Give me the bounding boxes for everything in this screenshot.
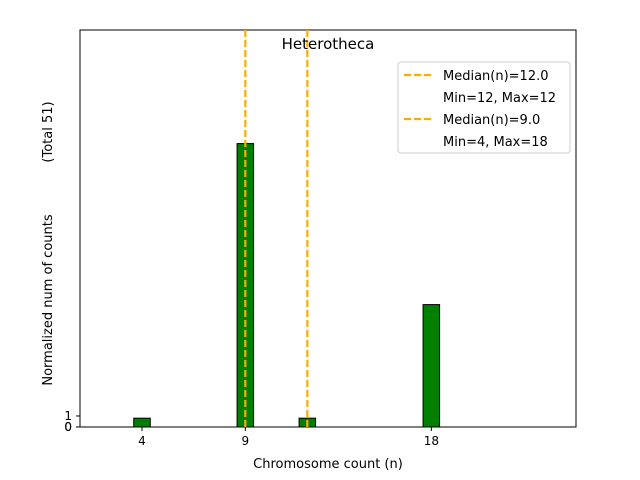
y-tick-label-1: 0 [64, 420, 72, 434]
legend: Median(n)=12.0 Min=12, Max=12 Median(n)=… [397, 61, 571, 154]
legend-median-label-1: Median(n)=12.0 [443, 69, 549, 84]
x-ticks-group: 4 9 18 [138, 427, 439, 448]
x-tick-label-4: 4 [138, 434, 146, 448]
x-axis-label: Chromosome count (n) [253, 457, 403, 472]
legend-range-label-2: Min=4, Max=18 [443, 135, 548, 150]
y-ticks-group: 001 [64, 409, 80, 434]
plot-area: 4 9 18 001 [64, 29, 577, 448]
y-tick-label-2: 1 [64, 409, 72, 423]
bar-n-18 [422, 304, 441, 428]
legend-median-label-2: Median(n)=9.0 [443, 113, 540, 128]
axes-frame [79, 29, 577, 428]
chart-title: Heterotheca [282, 35, 375, 53]
bar-n-4 [133, 417, 151, 428]
y-tick-label-0: 0 [64, 420, 72, 434]
legend-box [397, 61, 571, 154]
y-axis-label: Normalized num of counts [41, 214, 56, 385]
y-axis-total-note: (Total 51) [41, 101, 56, 162]
x-tick-label-18: 18 [424, 434, 439, 448]
median-lines-group [244, 30, 309, 427]
x-tick-label-9: 9 [242, 434, 250, 448]
legend-range-label-1: Min=12, Max=12 [443, 91, 556, 106]
